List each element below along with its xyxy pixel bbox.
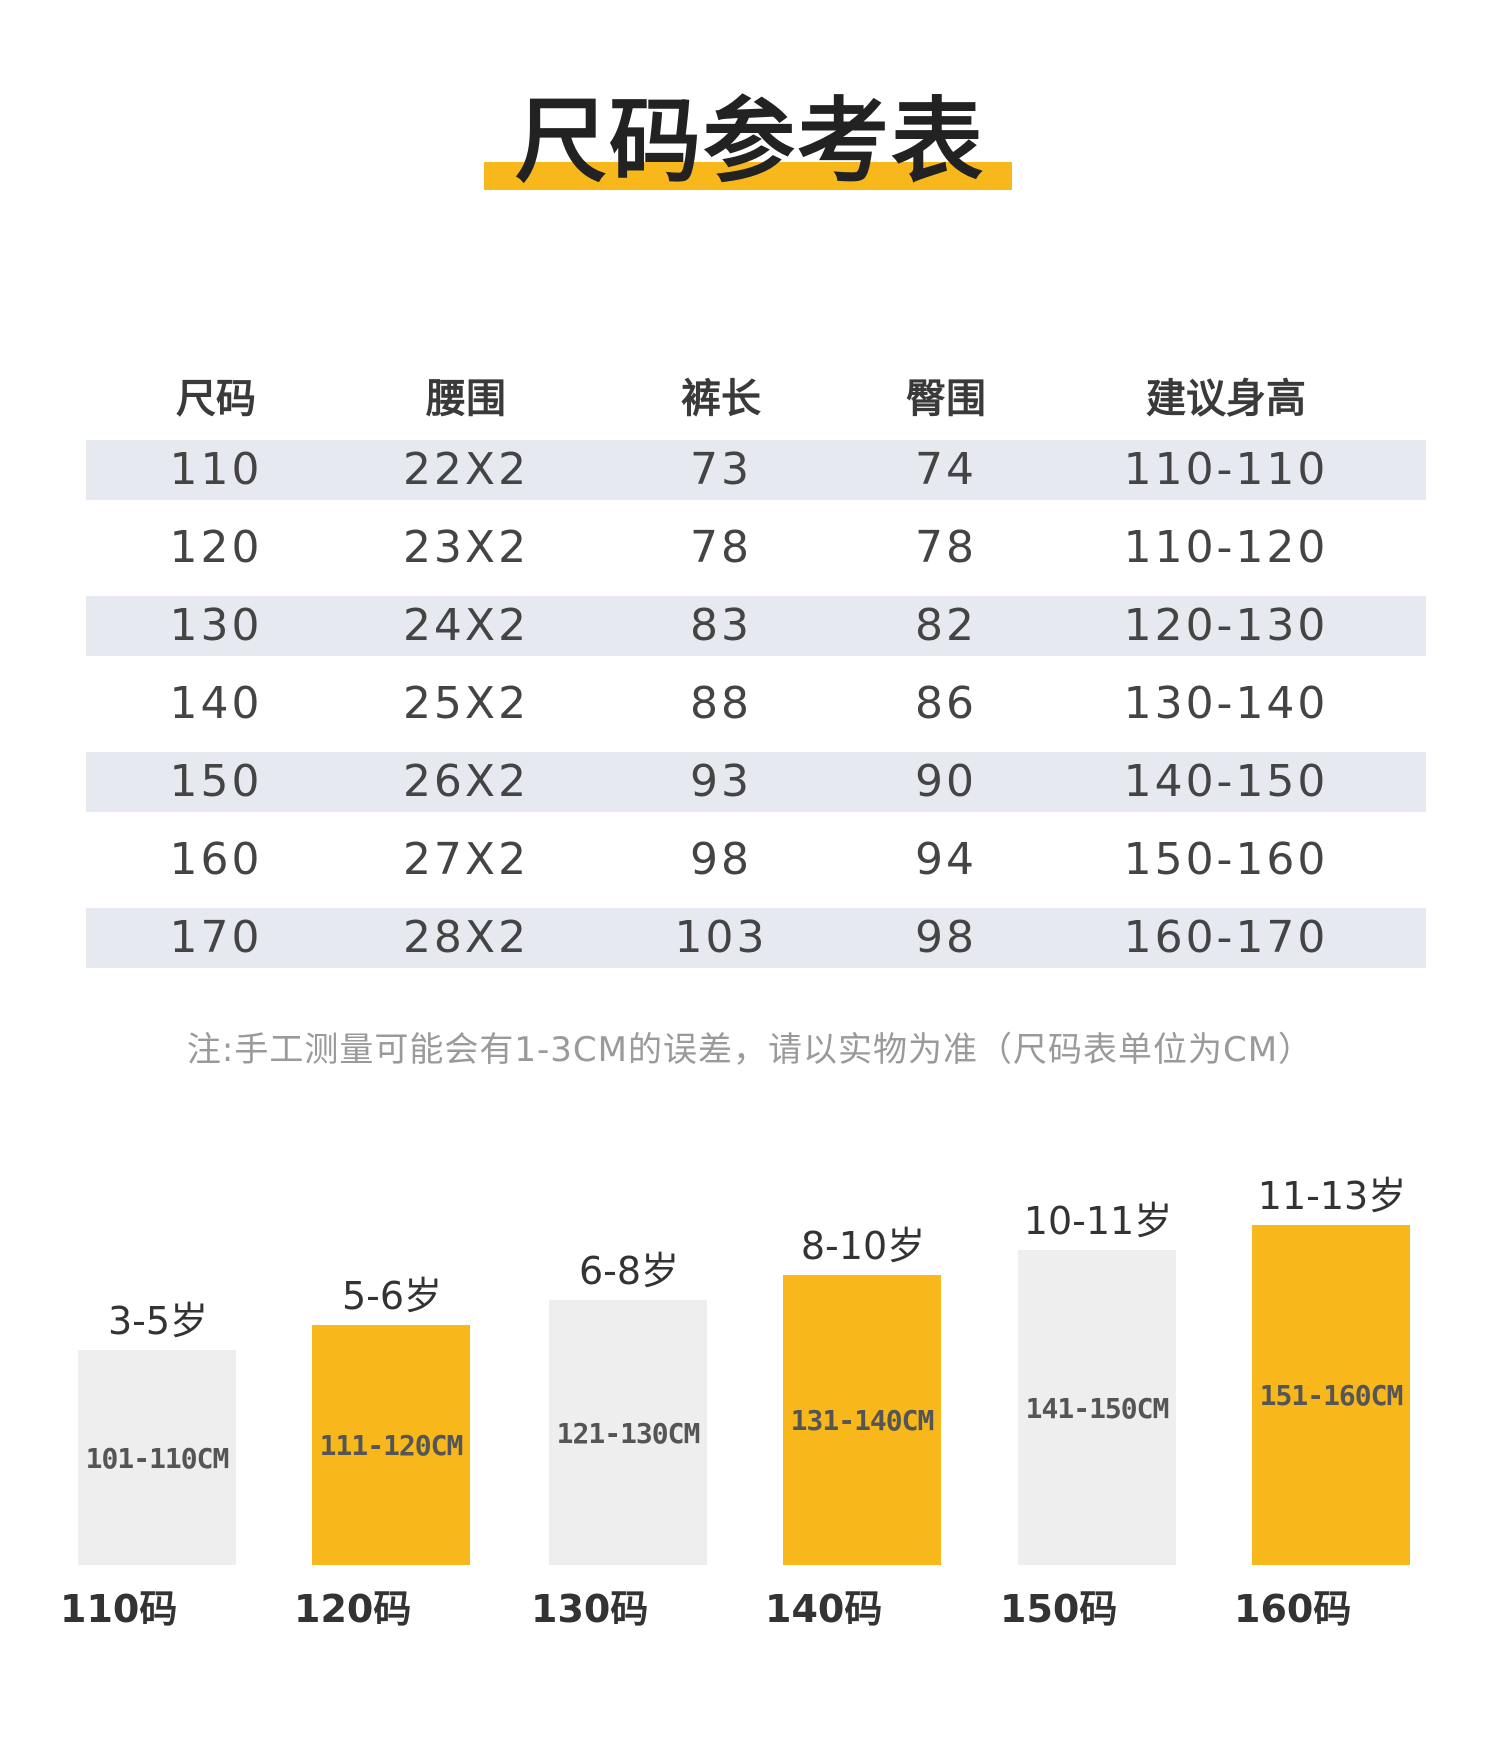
- cell-waist: 28X2: [402, 912, 530, 963]
- cell-height: 110-120: [1123, 522, 1329, 573]
- bar-age-label: 6-8岁: [578, 1249, 680, 1293]
- cell-length: 103: [674, 912, 768, 963]
- bar-size-label: 120码: [294, 1587, 412, 1631]
- height-bar-group: 5-6岁 111-120CM 120码: [294, 1100, 472, 1660]
- cell-size: 110: [169, 444, 263, 495]
- bar-age-label: 3-5岁: [107, 1299, 209, 1343]
- height-bar-group: 3-5岁 101-110CM 110码: [60, 1100, 238, 1660]
- cell-hip: 78: [915, 522, 977, 573]
- cell-hip: 94: [915, 834, 977, 885]
- table-row: 150 26X2 93 90 140-150: [86, 752, 1426, 830]
- cell-height: 120-130: [1123, 600, 1329, 651]
- bar-size-label: 150码: [1000, 1587, 1118, 1631]
- table-body: 110 22X2 73 74 110-110 120 23X2 78 78 110-120 130 2…: [86, 440, 1426, 986]
- bar-height-range: 141-150CM: [1025, 1391, 1170, 1425]
- cell-length: 93: [690, 756, 752, 807]
- cell-size: 140: [169, 678, 263, 729]
- bar-height-range: 151-160CM: [1259, 1379, 1404, 1412]
- row-background: [86, 596, 1426, 656]
- page-title-block: 尺码参考表: [0, 90, 1500, 210]
- bar-size-label: 130码: [531, 1587, 649, 1631]
- cell-length: 73: [690, 444, 752, 495]
- bar-size-label: 160码: [1234, 1587, 1352, 1631]
- table-header: 尺码 腰围 裤长 臀围 建议身高: [86, 360, 1426, 440]
- bar-height-range: 111-120CM: [319, 1429, 464, 1462]
- header-height: 建议身高: [1146, 376, 1306, 422]
- cell-hip: 82: [915, 600, 977, 651]
- cell-waist: 26X2: [402, 756, 530, 807]
- table-row: 170 28X2 103 98 160-170: [86, 908, 1426, 986]
- cell-hip: 90: [915, 756, 977, 807]
- cell-hip: 74: [915, 444, 977, 495]
- cell-height: 110-110: [1123, 444, 1329, 495]
- cell-waist: 22X2: [402, 444, 530, 495]
- bar-age-label: 10-11岁: [1023, 1199, 1173, 1243]
- table-row: 160 27X2 98 94 150-160: [86, 830, 1426, 908]
- cell-size: 170: [169, 912, 263, 963]
- size-table: 尺码 腰围 裤长 臀围 建议身高 110 22X2 73 74 110-110 120 23…: [86, 360, 1426, 986]
- bar-age-label: 11-13岁: [1257, 1174, 1407, 1218]
- cell-height: 150-160: [1123, 834, 1329, 885]
- row-background: [86, 440, 1426, 500]
- table-row: 110 22X2 73 74 110-110: [86, 440, 1426, 518]
- cell-hip: 98: [915, 912, 977, 963]
- table-row: 120 23X2 78 78 110-120: [86, 518, 1426, 596]
- cell-size: 150: [169, 756, 263, 807]
- cell-size: 160: [169, 834, 263, 885]
- height-bar: [78, 1350, 236, 1565]
- height-bar: [783, 1275, 941, 1565]
- title-underline: [484, 162, 1012, 190]
- header-length: 裤长: [681, 376, 761, 422]
- cell-length: 83: [690, 600, 752, 651]
- header-size: 尺码: [176, 376, 256, 422]
- cell-size: 130: [169, 600, 263, 651]
- bar-size-label: 110码: [60, 1587, 178, 1631]
- row-background: [86, 752, 1426, 812]
- bar-age-label: 8-10岁: [800, 1224, 926, 1268]
- header-waist: 腰围: [426, 376, 506, 422]
- bar-height-range: 101-110CM: [85, 1441, 230, 1475]
- height-bar-group: 8-10岁 131-140CM 140码: [765, 1100, 943, 1660]
- cell-waist: 27X2: [402, 834, 530, 885]
- row-background: [86, 908, 1426, 968]
- table-row: 130 24X2 83 82 120-130: [86, 596, 1426, 674]
- height-bar-group: 10-11岁 141-150CM 150码: [1000, 1100, 1178, 1660]
- height-bar: [1018, 1250, 1176, 1565]
- cell-height: 160-170: [1123, 912, 1329, 963]
- page-title: 尺码参考表: [514, 88, 985, 195]
- cell-height: 130-140: [1123, 678, 1329, 729]
- bar-age-label: 5-6岁: [341, 1274, 443, 1318]
- cell-waist: 24X2: [402, 600, 530, 651]
- bar-height-range: 121-130CM: [556, 1416, 701, 1450]
- cell-size: 120: [169, 522, 263, 573]
- cell-length: 98: [690, 834, 752, 885]
- height-bar: [1252, 1225, 1410, 1565]
- table-row: 140 25X2 88 86 130-140: [86, 674, 1426, 752]
- cell-length: 88: [690, 678, 752, 729]
- header-hip: 臀围: [906, 376, 986, 422]
- height-bar-group: 11-13岁 151-160CM 160码: [1234, 1100, 1412, 1660]
- cell-height: 140-150: [1123, 756, 1329, 807]
- cell-waist: 25X2: [402, 678, 530, 729]
- measurement-note: 注:手工测量可能会有1-3CM的误差，请以实物为准（尺码表单位为CM）: [186, 1030, 1314, 1070]
- bar-size-label: 140码: [765, 1587, 883, 1631]
- height-bar-group: 6-8岁 121-130CM 130码: [531, 1100, 709, 1660]
- cell-length: 78: [690, 522, 752, 573]
- cell-hip: 86: [915, 678, 977, 729]
- cell-waist: 23X2: [402, 522, 530, 573]
- height-chart: 3-5岁 101-110CM 110码 5-6岁 111-120CM 120码 6-8岁 12…: [0, 1100, 1500, 1660]
- height-bar: [549, 1300, 707, 1565]
- height-bar: [312, 1325, 470, 1565]
- bar-height-range: 131-140CM: [790, 1404, 935, 1437]
